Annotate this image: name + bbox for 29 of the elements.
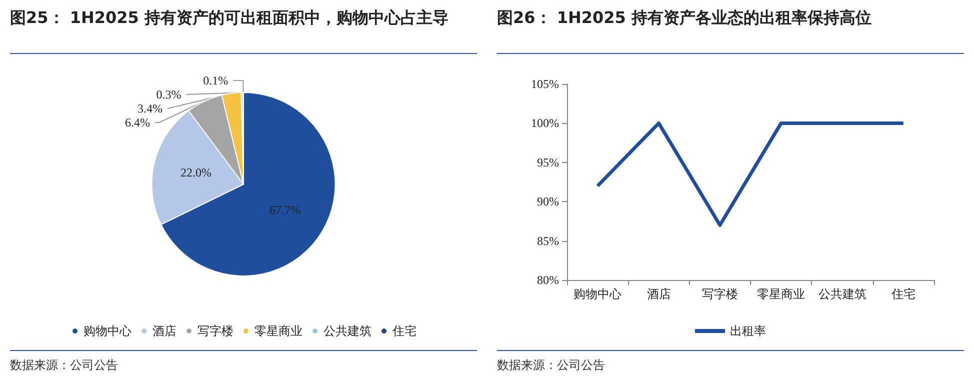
x-tick-label: 写字楼 xyxy=(702,287,738,301)
y-tick-label: 95% xyxy=(537,155,559,170)
x-tick-label: 公共建筑 xyxy=(818,287,866,301)
y-tick-label: 80% xyxy=(537,273,559,287)
x-tick-label: 购物中心 xyxy=(574,287,622,301)
data-label: 22.0% xyxy=(180,166,212,180)
x-tick-label: 零星商业 xyxy=(757,287,806,301)
y-tick-label: 85% xyxy=(537,234,559,248)
legend-label: 购物中心 xyxy=(84,324,132,338)
data-label: 0.1% xyxy=(203,73,228,88)
x-tick-label: 住宅 xyxy=(890,287,916,301)
legend-label: 公共建筑 xyxy=(324,324,372,338)
legend-label: 出租率 xyxy=(730,324,766,338)
legend-label: 酒店 xyxy=(152,324,176,338)
y-tick-label: 105% xyxy=(531,77,559,91)
chart-title: 图25： 1H2025 持有资产的可出租面积中，购物中心占主导 xyxy=(10,0,477,54)
chart-title: 图26： 1H2025 持有资产各业态的出租率保持高位 xyxy=(497,0,964,54)
data-label: 6.4% xyxy=(125,115,150,130)
source-note: 数据来源：公司公告 xyxy=(497,357,606,374)
data-label: 67.7% xyxy=(269,203,300,218)
data-label: 0.3% xyxy=(156,87,182,102)
data-label: 3.4% xyxy=(137,101,162,116)
y-tick-label: 100% xyxy=(531,116,559,130)
x-tick-label: 酒店 xyxy=(646,287,671,301)
legend-label: 零星商业 xyxy=(254,324,302,338)
legend-label: 写字楼 xyxy=(198,324,234,338)
legend-label: 住宅 xyxy=(392,324,416,338)
source-note: 数据来源：公司公告 xyxy=(10,357,119,374)
y-tick-label: 90% xyxy=(537,194,559,209)
